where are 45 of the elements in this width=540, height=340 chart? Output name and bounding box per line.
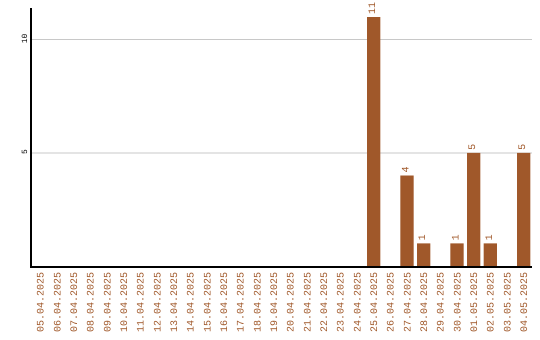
x-tick-label: 07.04.2025 — [70, 272, 81, 332]
bar — [450, 243, 464, 266]
bar — [417, 243, 430, 266]
bar — [367, 17, 380, 266]
x-tick-label: 14.04.2025 — [186, 272, 198, 332]
x-tick-label: 06.04.2025 — [53, 272, 64, 332]
data-label: 11 — [368, 2, 380, 14]
x-tick-label: 12.04.2025 — [153, 272, 164, 332]
data-label: 1 — [418, 234, 430, 240]
data-label: 4 — [402, 166, 412, 172]
x-tick-label: 28.04.2025 — [420, 272, 431, 332]
data-label: 1 — [484, 234, 496, 240]
data-label: 5 — [518, 144, 530, 150]
x-tick-label: 25.04.2025 — [370, 272, 381, 332]
x-tick-label: 04.05.2025 — [520, 272, 531, 332]
x-tick-label: 21.04.2025 — [303, 272, 314, 332]
x-tick-label: 02.05.2025 — [486, 272, 498, 332]
x-tick-label: 09.04.2025 — [103, 272, 114, 332]
x-tick-label: 17.04.2025 — [236, 272, 248, 332]
x-tick-label: 29.04.2025 — [436, 272, 448, 332]
x-tick-label: 16.04.2025 — [220, 272, 231, 332]
x-tick-label: 27.04.2025 — [403, 272, 414, 332]
x-tick-label: 10.04.2025 — [120, 272, 131, 332]
x-tick-label: 13.04.2025 — [170, 272, 181, 332]
bar — [467, 152, 480, 266]
x-tick-label: 03.05.2025 — [503, 272, 514, 332]
x-tick-label: 30.04.2025 — [453, 272, 464, 332]
x-tick-label: 26.04.2025 — [386, 272, 398, 332]
x-tick-label: 05.04.2025 — [36, 272, 48, 332]
x-tick-label: 19.04.2025 — [270, 272, 281, 332]
y-tick-label: 10 — [20, 33, 30, 44]
x-tick-label: 22.04.2025 — [320, 272, 331, 332]
x-tick-label: 20.04.2025 — [286, 272, 298, 332]
x-tick-label: 24.04.2025 — [353, 272, 364, 332]
bar — [517, 152, 530, 266]
x-tick-label: 23.04.2025 — [336, 272, 348, 332]
x-tick-label: 15.04.2025 — [203, 272, 214, 332]
x-tick-label: 18.04.2025 — [253, 272, 264, 332]
bar — [484, 243, 497, 266]
data-label: 1 — [452, 234, 462, 240]
x-tick-label: 11.04.2025 — [136, 272, 148, 332]
data-label: 5 — [468, 144, 480, 150]
x-tick-label: 01.05.2025 — [470, 272, 481, 332]
x-tick-label: 08.04.2025 — [86, 272, 98, 332]
bar — [400, 175, 414, 266]
